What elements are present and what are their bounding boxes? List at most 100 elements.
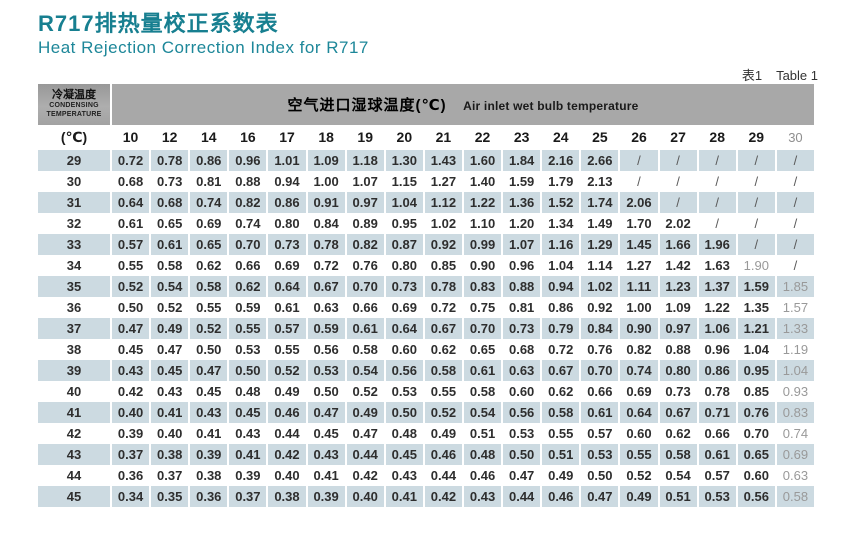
value-cell: 1.52 [542, 191, 580, 213]
column-header: 20 [385, 124, 423, 150]
value-cell: 0.65 [151, 212, 189, 234]
row-header: 45 [38, 485, 110, 507]
value-cell: 1.01 [268, 149, 306, 171]
value-cell: 0.53 [385, 380, 423, 402]
table-row: 35 0.52 0.54 0.58 0.62 0.64 0.67 0.70 0.73 0.78 0.… [38, 275, 814, 297]
value-cell: 0.59 [307, 317, 345, 339]
value-cell: 0.61 [463, 359, 502, 381]
page-title-english: Heat Rejection Correction Index for R717 [38, 38, 369, 58]
column-header: 27 [659, 124, 697, 150]
column-header: 10 [112, 124, 150, 150]
value-cell: 1.07 [346, 170, 384, 192]
value-cell: 0.85 [737, 380, 775, 402]
value-cell: 0.69 [620, 380, 658, 402]
value-cell: 1.21 [737, 317, 775, 339]
value-cell: 0.43 [463, 485, 502, 507]
value-cell: 0.55 [542, 422, 580, 444]
value-cell: 0.52 [151, 296, 189, 318]
value-cell: 1.45 [620, 233, 658, 255]
empty-cell: / [698, 149, 736, 171]
value-cell: 0.92 [424, 233, 462, 255]
value-cell: 0.45 [151, 359, 189, 381]
value-cell: 0.52 [424, 401, 462, 423]
table-header: 冷凝温度 CONDENSING TEMPERATURE 空气进口湿球温度(℃) … [38, 83, 814, 150]
table-row: 33 0.57 0.61 0.65 0.70 0.73 0.78 0.82 0.87 0.92 0.… [38, 233, 814, 255]
value-cell: 0.70 [581, 359, 619, 381]
value-cell: 0.97 [659, 317, 697, 339]
value-cell: 0.62 [659, 422, 697, 444]
value-cell: 1.35 [737, 296, 775, 318]
value-cell: 0.45 [385, 443, 423, 465]
value-cell: 0.82 [229, 191, 267, 213]
value-cell: 1.59 [503, 170, 541, 192]
correction-factor-table: 冷凝温度 CONDENSING TEMPERATURE 空气进口湿球温度(℃) … [36, 83, 816, 507]
value-cell: 1.23 [659, 275, 697, 297]
value-cell: 0.97 [346, 191, 384, 213]
table-row: 41 0.40 0.41 0.43 0.45 0.46 0.47 0.49 0.50 0.52 0.… [38, 401, 814, 423]
value-cell: 0.82 [346, 233, 384, 255]
row-header: 40 [38, 380, 110, 402]
value-cell: 1.84 [503, 149, 541, 171]
value-cell: 0.53 [503, 422, 541, 444]
value-cell: 0.42 [346, 464, 384, 486]
value-cell: 0.85 [424, 254, 462, 276]
value-cell: 0.43 [385, 464, 423, 486]
value-cell: 1.90 [737, 254, 775, 276]
value-cell: 0.91 [307, 191, 345, 213]
value-cell: 0.90 [463, 254, 502, 276]
row-header: 31 [38, 191, 110, 213]
value-cell: 0.47 [307, 401, 345, 423]
value-cell: 0.49 [542, 464, 580, 486]
value-cell: 0.96 [503, 254, 541, 276]
value-cell: 0.46 [463, 464, 502, 486]
table-row: 43 0.37 0.38 0.39 0.41 0.42 0.43 0.44 0.45 0.46 0.… [38, 443, 814, 465]
empty-cell: / [776, 254, 814, 276]
value-cell: 0.94 [268, 170, 306, 192]
value-cell: 0.86 [542, 296, 580, 318]
empty-cell: / [737, 233, 775, 255]
value-cell: 1.63 [698, 254, 736, 276]
empty-cell: / [737, 191, 775, 213]
value-cell: 1.22 [698, 296, 736, 318]
value-cell: 0.62 [229, 275, 267, 297]
value-cell: 0.88 [229, 170, 267, 192]
row-header: 43 [38, 443, 110, 465]
value-cell: 0.73 [385, 275, 423, 297]
empty-cell: / [698, 212, 736, 234]
value-cell: 0.66 [581, 380, 619, 402]
value-cell: 0.68 [151, 191, 189, 213]
row-header: 29 [38, 149, 110, 171]
value-cell: 1.14 [581, 254, 619, 276]
value-cell: 0.39 [112, 422, 150, 444]
value-cell: 0.61 [346, 317, 384, 339]
value-cell: 0.67 [542, 359, 580, 381]
value-cell: 1.36 [503, 191, 541, 213]
row-header: 34 [38, 254, 110, 276]
table-row: 31 0.64 0.68 0.74 0.82 0.86 0.91 0.97 1.04 1.12 1.… [38, 191, 814, 213]
value-cell: 0.51 [542, 443, 580, 465]
value-cell: 0.50 [581, 464, 619, 486]
value-cell: 0.61 [698, 443, 736, 465]
value-cell: 0.75 [463, 296, 502, 318]
value-cell: 0.64 [385, 317, 423, 339]
value-cell: 0.44 [346, 443, 384, 465]
value-cell: 1.59 [737, 275, 775, 297]
value-cell: 1.12 [424, 191, 462, 213]
value-cell: 0.67 [307, 275, 345, 297]
value-cell: 0.37 [229, 485, 267, 507]
value-cell: 0.74 [620, 359, 658, 381]
value-cell: 0.68 [112, 170, 150, 192]
value-cell: 1.27 [424, 170, 462, 192]
table-row: 32 0.61 0.65 0.69 0.74 0.80 0.84 0.89 0.95 1.02 1.… [38, 212, 814, 234]
value-cell: 0.70 [346, 275, 384, 297]
value-cell: 0.80 [659, 359, 697, 381]
value-cell: 0.50 [112, 296, 150, 318]
value-cell: 0.37 [112, 443, 150, 465]
row-header: 33 [38, 233, 110, 255]
value-cell: 0.44 [503, 485, 541, 507]
value-cell: 1.60 [463, 149, 502, 171]
empty-cell: / [698, 191, 736, 213]
value-cell: 0.47 [112, 317, 150, 339]
value-cell: 0.51 [659, 485, 697, 507]
table-row: 30 0.68 0.73 0.81 0.88 0.94 1.00 1.07 1.15 1.27 1.… [38, 170, 814, 192]
